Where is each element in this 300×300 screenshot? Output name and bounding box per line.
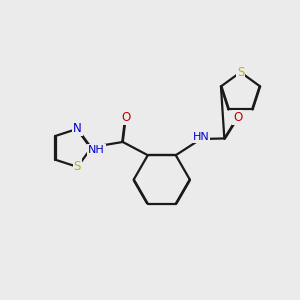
Text: S: S bbox=[74, 160, 81, 173]
Text: NH: NH bbox=[88, 145, 105, 155]
Text: N: N bbox=[73, 122, 82, 135]
Text: O: O bbox=[121, 111, 130, 124]
Text: S: S bbox=[237, 66, 244, 79]
Text: O: O bbox=[233, 111, 242, 124]
Text: HN: HN bbox=[192, 132, 209, 142]
